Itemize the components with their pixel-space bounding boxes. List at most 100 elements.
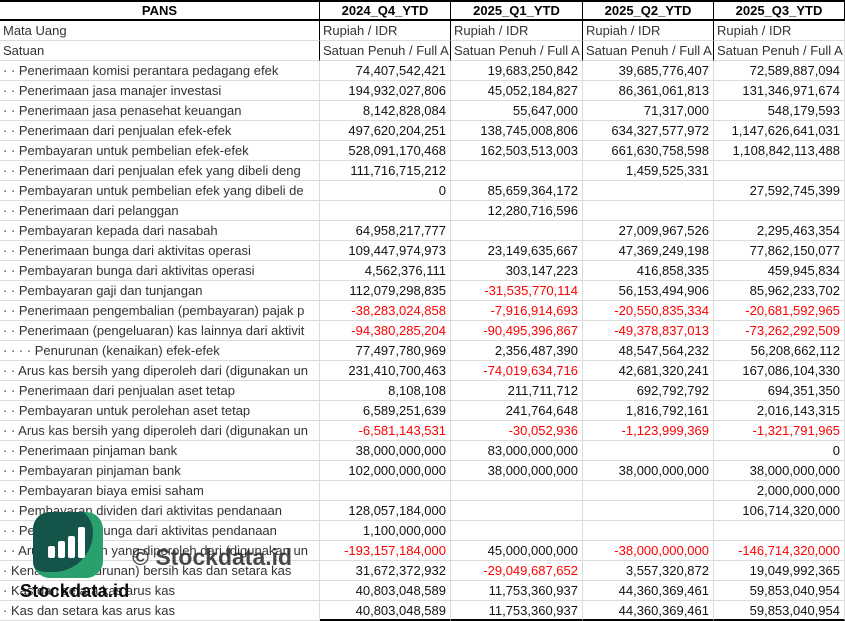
value-cell: 72,589,887,094: [714, 61, 845, 81]
period-header-cell: 2025_Q3_YTD: [714, 2, 845, 19]
value-cell: -20,681,592,965: [714, 301, 845, 321]
value-cell: 162,503,513,003: [451, 141, 583, 161]
value-cell: 39,685,776,407: [583, 61, 714, 81]
value-cell: 12,280,716,596: [451, 201, 583, 221]
bar-chart-icon: [48, 527, 85, 558]
value-cell: 74,407,542,421: [320, 61, 451, 81]
value-cell: 40,803,048,589: [320, 601, 451, 621]
value-cell: 59,853,040,954: [714, 601, 845, 621]
value-cell: 45,000,000,000: [451, 541, 583, 561]
value-cell: [714, 201, 845, 221]
row-label-cell: · · Penerimaan jasa penasehat keuangan: [0, 101, 320, 121]
value-cell: 1,147,626,641,031: [714, 121, 845, 141]
value-cell: 634,327,577,972: [583, 121, 714, 141]
stockdata-logo-text: Stockdata.id: [20, 581, 130, 601]
meta-value-cell: Satuan Penuh / Full A: [583, 41, 714, 61]
value-cell: [714, 521, 845, 541]
value-cell: -38,283,024,858: [320, 301, 451, 321]
value-cell: 131,346,971,674: [714, 81, 845, 101]
value-cell: [451, 501, 583, 521]
value-cell: -29,049,687,652: [451, 561, 583, 581]
value-cell: 2,295,463,354: [714, 221, 845, 241]
row-label-cell: · · Penerimaan dari penjualan efek-efek: [0, 121, 320, 141]
value-cell: 528,091,170,468: [320, 141, 451, 161]
meta-row-label: Mata Uang: [0, 21, 320, 41]
value-cell: [451, 521, 583, 541]
value-cell: -31,535,770,114: [451, 281, 583, 301]
value-cell: 194,932,027,806: [320, 81, 451, 101]
value-cell: -30,052,936: [451, 421, 583, 441]
row-label-cell: · · Pembayaran untuk perolehan aset teta…: [0, 401, 320, 421]
value-cell: 48,547,564,232: [583, 341, 714, 361]
value-cell: 6,589,251,639: [320, 401, 451, 421]
row-label-cell: · · Penerimaan jasa manajer investasi: [0, 81, 320, 101]
value-cell: -7,916,914,693: [451, 301, 583, 321]
table-body: Mata Uang Rupiah / IDR Rupiah / IDR Rupiah …: [0, 21, 845, 621]
value-cell: [451, 481, 583, 501]
value-cell: 85,659,364,172: [451, 181, 583, 201]
value-cell: 56,153,494,906: [583, 281, 714, 301]
value-cell: -1,321,791,965: [714, 421, 845, 441]
period-header-cell: 2024_Q4_YTD: [320, 2, 451, 19]
value-cell: 1,100,000,000: [320, 521, 451, 541]
value-cell: [583, 201, 714, 221]
value-cell: 0: [714, 441, 845, 461]
row-label-cell: · · Pembayaran untuk pembelian efek yang…: [0, 181, 320, 201]
ticker-header-cell: PANS: [0, 2, 320, 19]
value-cell: [451, 221, 583, 241]
value-cell: 102,000,000,000: [320, 461, 451, 481]
value-cell: -94,380,285,204: [320, 321, 451, 341]
value-cell: 85,962,233,702: [714, 281, 845, 301]
value-cell: -6,581,143,531: [320, 421, 451, 441]
value-cell: 0: [320, 181, 451, 201]
meta-row-label: Satuan: [0, 41, 320, 61]
period-header-cell: 2025_Q1_YTD: [451, 2, 583, 19]
value-cell: 19,049,992,365: [714, 561, 845, 581]
value-cell: -73,262,292,509: [714, 321, 845, 341]
value-cell: 45,052,184,827: [451, 81, 583, 101]
value-cell: 8,142,828,084: [320, 101, 451, 121]
value-cell: 459,945,834: [714, 261, 845, 281]
value-cell: 416,858,335: [583, 261, 714, 281]
row-label-cell: · · Penerimaan (pengeluaran) kas lainnya…: [0, 321, 320, 341]
value-cell: [583, 441, 714, 461]
value-cell: [583, 481, 714, 501]
value-cell: 38,000,000,000: [714, 461, 845, 481]
row-label-cell: · · Penerimaan pengembalian (pembayaran)…: [0, 301, 320, 321]
meta-value-cell: Rupiah / IDR: [320, 21, 451, 41]
row-label-cell: · · Pembayaran bunga dari aktivitas oper…: [0, 261, 320, 281]
value-cell: 694,351,350: [714, 381, 845, 401]
value-cell: 303,147,223: [451, 261, 583, 281]
value-cell: 64,958,217,777: [320, 221, 451, 241]
row-label-cell: · · Penerimaan pinjaman bank: [0, 441, 320, 461]
value-cell: 40,803,048,589: [320, 581, 451, 601]
value-cell: 77,497,780,969: [320, 341, 451, 361]
value-cell: 59,853,040,954: [714, 581, 845, 601]
row-label-cell: · Kas dan setara kas arus kas: [0, 601, 320, 621]
meta-value-cell: Satuan Penuh / Full A: [320, 41, 451, 61]
value-cell: -74,019,634,716: [451, 361, 583, 381]
row-label-cell: · · Pembayaran gaji dan tunjangan: [0, 281, 320, 301]
row-label-cell: · · Penerimaan dari penjualan aset tetap: [0, 381, 320, 401]
row-label-cell: · · Arus kas bersih yang diperoleh dari …: [0, 421, 320, 441]
value-cell: 19,683,250,842: [451, 61, 583, 81]
value-cell: -90,495,396,867: [451, 321, 583, 341]
row-label-cell: · · Penerimaan dari pelanggan: [0, 201, 320, 221]
value-cell: 138,745,008,806: [451, 121, 583, 141]
value-cell: 86,361,061,813: [583, 81, 714, 101]
value-cell: 109,447,974,973: [320, 241, 451, 261]
value-cell: -49,378,837,013: [583, 321, 714, 341]
copyright-watermark-text: © Stockdata.id: [132, 544, 293, 570]
value-cell: 1,816,792,161: [583, 401, 714, 421]
value-cell: 1,108,842,113,488: [714, 141, 845, 161]
row-label-cell: · · Penerimaan dari penjualan efek yang …: [0, 161, 320, 181]
value-cell: 47,369,249,198: [583, 241, 714, 261]
value-cell: 42,681,320,241: [583, 361, 714, 381]
row-label-cell: · · Penerimaan komisi perantara pedagang…: [0, 61, 320, 81]
value-cell: 38,000,000,000: [451, 461, 583, 481]
value-cell: 44,360,369,461: [583, 601, 714, 621]
row-label-cell: · · · · Penurunan (kenaikan) efek-efek: [0, 341, 320, 361]
value-cell: 1,459,525,331: [583, 161, 714, 181]
meta-value-cell: Rupiah / IDR: [714, 21, 845, 41]
